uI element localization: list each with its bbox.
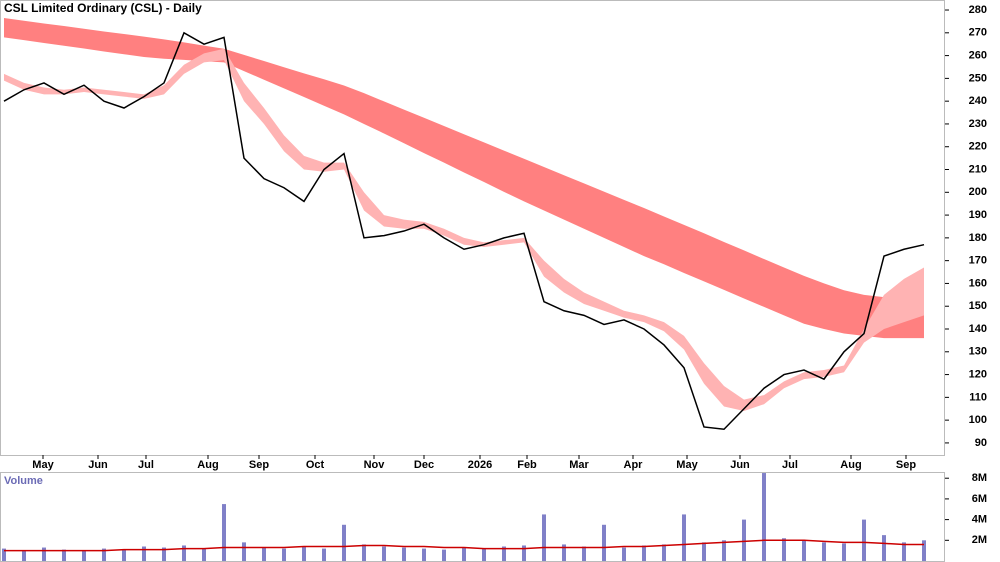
volume-bar <box>702 542 706 561</box>
y-tick-label: 100 <box>969 414 987 426</box>
x-tick-label: 2026 <box>468 459 492 471</box>
volume-bar <box>302 546 306 561</box>
band <box>4 48 924 412</box>
x-tick-label: Apr <box>624 459 644 471</box>
volume-bar <box>762 473 766 561</box>
volume-bar <box>442 549 446 561</box>
volume-bar <box>522 545 526 561</box>
volume-bar <box>862 519 866 561</box>
y-tick-label: 250 <box>969 72 987 84</box>
x-tick-label: Aug <box>840 459 861 471</box>
y-tick-label: 6M <box>972 493 987 505</box>
volume-bar <box>222 504 226 561</box>
volume-bar <box>662 544 666 561</box>
volume-bar <box>262 547 266 561</box>
x-tick-label: Jul <box>782 459 798 471</box>
price-panel <box>0 0 945 456</box>
x-tick-label: Oct <box>306 459 325 471</box>
y-tick-label: 150 <box>969 300 987 312</box>
volume-ma <box>4 539 924 552</box>
x-tick-label: Dec <box>414 459 434 471</box>
band <box>4 17 924 339</box>
x-tick-label: Jun <box>730 459 750 471</box>
volume-bar <box>242 542 246 561</box>
y-tick-label: 4M <box>972 514 987 526</box>
chart-title: CSL Limited Ordinary (CSL) - Daily <box>4 1 202 15</box>
y-tick-label: 140 <box>969 323 987 335</box>
y-tick-label: 160 <box>969 277 987 289</box>
volume-bar <box>162 547 166 561</box>
volume-bar <box>202 548 206 561</box>
volume-bar <box>22 550 26 561</box>
volume-bar <box>602 524 606 561</box>
price-line <box>3 31 925 431</box>
y-tick-label: 110 <box>969 391 987 403</box>
volume-title: Volume <box>4 475 43 487</box>
volume-bar <box>142 546 146 561</box>
volume-bar <box>362 544 366 561</box>
volume-bar <box>122 549 126 561</box>
x-tick-label: Sep <box>249 459 269 471</box>
volume-bar <box>482 548 486 561</box>
volume-bar <box>102 548 106 561</box>
volume-bar <box>322 548 326 561</box>
y-tick-label: 260 <box>969 49 987 61</box>
volume-bar <box>182 545 186 561</box>
x-tick-label: Jul <box>138 459 154 471</box>
y-tick-label: 2M <box>972 534 987 546</box>
volume-bar <box>2 548 6 561</box>
volume-bar <box>642 545 646 561</box>
volume-bar <box>82 550 86 561</box>
volume-bar <box>42 547 46 561</box>
y-tick-label: 220 <box>969 141 987 153</box>
volume-bar <box>722 540 726 561</box>
volume-bar <box>902 542 906 561</box>
volume-bar <box>802 540 806 561</box>
volume-bar <box>582 546 586 561</box>
x-tick-label: Sep <box>896 459 916 471</box>
volume-bar <box>462 547 466 561</box>
volume-bar <box>62 549 66 561</box>
y-tick-label: 200 <box>969 186 987 198</box>
y-tick-label: 90 <box>975 437 987 449</box>
volume-bar <box>782 538 786 561</box>
y-tick-label: 120 <box>969 368 987 380</box>
y-tick-label: 210 <box>969 163 987 175</box>
x-tick-label: May <box>676 459 698 471</box>
volume-bar <box>382 546 386 561</box>
volume-bar <box>402 547 406 561</box>
volume-bar <box>342 524 346 561</box>
y-tick-label: 180 <box>969 232 987 244</box>
y-tick-label: 130 <box>969 346 987 358</box>
x-tick-label: Feb <box>517 459 537 471</box>
volume-bar <box>682 514 686 561</box>
y-tick-label: 230 <box>969 118 987 130</box>
y-tick-label: 170 <box>969 255 987 267</box>
volume-bar <box>542 514 546 561</box>
volume-bar <box>822 542 826 561</box>
y-tick-label: 190 <box>969 209 987 221</box>
y-tick-label: 280 <box>969 4 987 16</box>
volume-bar <box>502 546 506 561</box>
x-tick-label: May <box>32 459 54 471</box>
y-tick-label: 270 <box>969 27 987 39</box>
x-tick-label: Mar <box>569 459 589 471</box>
volume-bar <box>622 547 626 561</box>
x-tick-label: Nov <box>364 459 386 471</box>
x-tick-label: Jun <box>88 459 108 471</box>
volume-bar <box>282 548 286 561</box>
volume-bar <box>882 535 886 561</box>
x-tick-label: Aug <box>197 459 218 471</box>
volume-bar <box>422 548 426 561</box>
y-tick-label: 240 <box>969 95 987 107</box>
y-tick-label: 8M <box>972 472 987 484</box>
volume-bar <box>922 540 926 561</box>
volume-bar <box>742 519 746 561</box>
volume-bar <box>562 544 566 561</box>
volume-bar <box>842 543 846 561</box>
